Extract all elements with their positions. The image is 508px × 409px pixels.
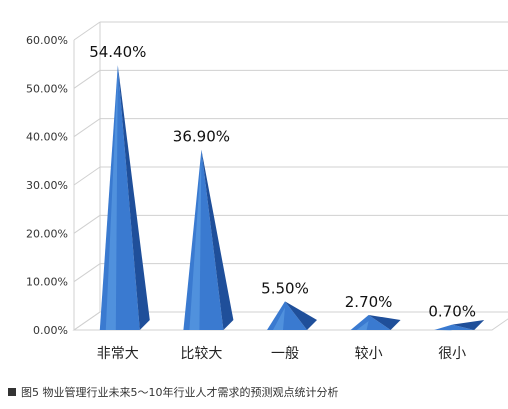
- gridline-depth: [73, 21, 101, 41]
- gridline-depth: [73, 69, 101, 89]
- x-axis-tick-labels: 非常大 比较大 一般 较小 很小: [97, 346, 466, 362]
- y-tick-label: 60.00%: [26, 34, 68, 47]
- data-label: 0.70%: [428, 303, 476, 321]
- y-tick-label: 30.00%: [26, 179, 68, 192]
- bar-pyramid-highlight: [356, 320, 369, 330]
- y-tick-label: 20.00%: [26, 227, 68, 240]
- bar-pyramid-front: [350, 314, 391, 330]
- bar-pyramid-side: [368, 314, 401, 330]
- data-label: 5.50%: [261, 279, 309, 297]
- chart-data-labels: 54.40% 36.90% 5.50% 2.70% 0.70%: [89, 43, 476, 321]
- bar-pyramid-highlight: [105, 71, 118, 331]
- y-axis-tick-labels: 0.00% 10.00% 20.00% 30.00% 40.00% 50.00% 60.00…: [26, 34, 68, 337]
- x-tick-label: 非常大: [97, 346, 139, 362]
- data-label: 2.70%: [345, 293, 393, 311]
- caption-square-icon: [8, 388, 16, 396]
- x-tick-label: 很小: [438, 346, 466, 362]
- data-label: 36.90%: [173, 128, 230, 146]
- gridline-depth: [73, 118, 101, 138]
- gridline-depth: [73, 166, 101, 186]
- bar-pyramid-highlight: [440, 330, 453, 331]
- bar-chart: 0.00% 10.00% 20.00% 30.00% 40.00% 50.00% 60.00…: [26, 21, 508, 362]
- y-tick-label: 10.00%: [26, 276, 68, 289]
- y-tick-label: 50.00%: [26, 82, 68, 95]
- bar-pyramid-side: [452, 320, 485, 330]
- x-tick-label: 比较大: [180, 346, 222, 362]
- bar-pyramid-highlight: [273, 307, 285, 330]
- gridline-depth: [73, 263, 101, 283]
- caption-text: 图5 物业管理行业未来5～10年行业人才需求的预测观点统计分析: [21, 386, 339, 399]
- x-tick-label: 较小: [355, 346, 383, 362]
- y-tick-label: 40.00%: [26, 131, 68, 144]
- chart-bars: [99, 65, 485, 331]
- bar-pyramid-side: [117, 65, 150, 331]
- data-label: 54.40%: [89, 43, 146, 61]
- bar-pyramid-side: [285, 301, 317, 330]
- bar-pyramid-front: [434, 324, 475, 330]
- x-tick-label: 一般: [271, 346, 299, 362]
- gridline-depth: [73, 214, 101, 234]
- y-tick-label: 0.00%: [33, 324, 68, 337]
- bar-pyramid-side: [201, 149, 234, 330]
- figure-caption: 图5 物业管理行业未来5～10年行业人才需求的预测观点统计分析: [8, 384, 339, 400]
- bar-pyramid-highlight: [189, 155, 202, 330]
